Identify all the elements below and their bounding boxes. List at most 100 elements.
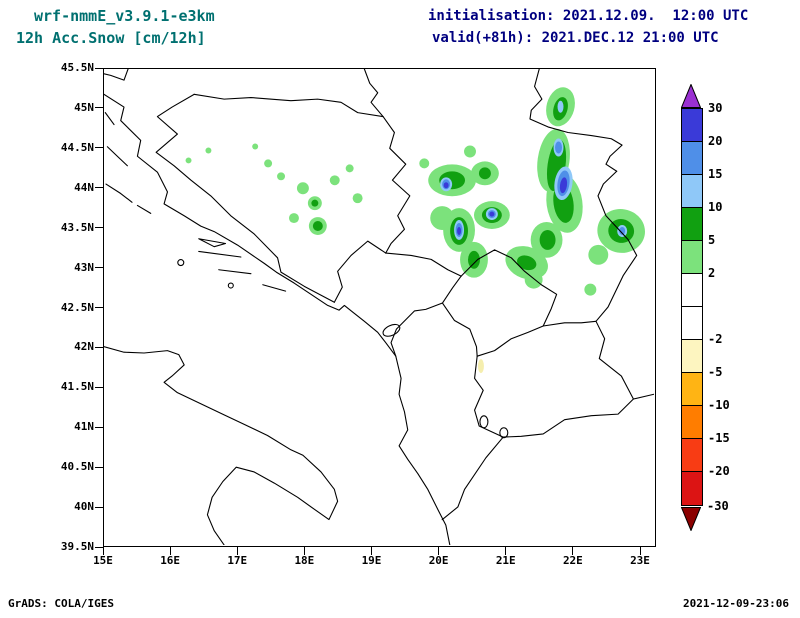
colorbar-cell: -15: [682, 431, 730, 472]
y-tick-mark: [95, 346, 103, 348]
border-line: [595, 320, 634, 400]
x-tick-mark: [236, 547, 238, 555]
colorbar-tick-label: 5: [708, 233, 716, 247]
border-line: [441, 275, 462, 304]
x-tick-label: 15E: [93, 554, 113, 567]
x-tick-mark: [169, 547, 171, 555]
colorbar-cell: -20: [682, 464, 730, 505]
y-tick-label: 43N: [74, 260, 94, 274]
colorbar-cell: 5: [682, 233, 715, 274]
colorbar-tick-label: -30: [707, 499, 729, 513]
border-group: [104, 69, 654, 521]
y-tick-label: 41.5N: [60, 380, 94, 394]
border-line: [441, 436, 504, 521]
x-tick-mark: [371, 547, 372, 555]
border-line: [595, 170, 638, 322]
colorbar-tick-label: 10: [708, 200, 723, 214]
x-tick-mark: [639, 547, 641, 555]
adriatic-coastline: [104, 93, 451, 545]
y-tick-mark: [95, 107, 103, 109]
lake-outline: [479, 415, 489, 429]
init-time-label: initialisation: 2021.12.09. 12:00 UTC: [428, 8, 749, 24]
border-line: [363, 69, 384, 118]
island-outline: [136, 204, 152, 214]
colorbar-arrow-up: [681, 84, 701, 108]
lake-outline: [382, 323, 401, 337]
y-tick-mark: [95, 267, 103, 269]
colorbar-arrow-down: -30: [680, 499, 729, 532]
colorbar-tick-label: -10: [708, 398, 730, 412]
x-tick-mark: [102, 547, 104, 555]
colorbar-tick-label: 30: [708, 101, 723, 115]
y-tick-label: 42N: [74, 340, 94, 354]
island-outline: [106, 146, 128, 167]
colorbar-tick-label: 20: [708, 134, 723, 148]
y-tick-mark: [95, 466, 103, 468]
island-outline: [177, 259, 185, 267]
italy-coastline: [104, 346, 339, 545]
colorbar-cell: 20: [682, 134, 722, 175]
y-tick-label: 42.5N: [60, 300, 94, 314]
lake-outline: [499, 427, 509, 439]
x-tick-label: 18E: [294, 554, 315, 567]
border-line: [390, 302, 444, 357]
border-line: [632, 393, 654, 400]
x-tick-label: 20E: [428, 554, 449, 567]
x-tick-label: 19E: [361, 554, 382, 567]
border-line: [382, 116, 411, 254]
x-tick-label: 16E: [160, 554, 181, 567]
valid-time-label: valid(+81h): 2021.DEC.12 21:00 UTC: [432, 30, 719, 46]
grads-credit: GrADS: COLA/IGES: [8, 597, 114, 610]
colorbar-tick-label: -5: [708, 365, 723, 379]
model-title: wrf-nmmE_v3.9.1-e3km: [34, 7, 215, 25]
product-title: 12h Acc.Snow [cm/12h]: [16, 29, 206, 47]
island-outline: [104, 112, 115, 126]
border-line: [104, 69, 129, 81]
border-line: [385, 252, 462, 277]
y-tick-mark: [95, 147, 103, 149]
x-tick-label: 21E: [495, 554, 516, 567]
y-tick-mark: [95, 426, 103, 428]
colorbar-cell: -5: [682, 365, 722, 406]
border-line: [529, 69, 623, 172]
creation-timestamp: 2021-12-09-23:06: [683, 597, 789, 610]
colorbar-cell: -10: [682, 398, 730, 439]
y-tick-label: 43.5N: [60, 220, 94, 234]
colorbar-cell: 30: [682, 101, 722, 142]
colorbar-tick-label: -2: [708, 332, 723, 346]
y-tick-label: 41N: [74, 420, 94, 434]
shade-neg-2-5: [477, 359, 484, 374]
y-tick-label: 45N: [74, 100, 94, 114]
y-tick-mark: [95, 546, 103, 548]
island-outline: [105, 183, 133, 203]
colorbar-cell: 10: [682, 200, 722, 241]
colorbar-cell: [682, 307, 702, 340]
colorbar-cell: 2: [682, 266, 715, 307]
colorbar-tick-label: -15: [708, 431, 730, 445]
border-line: [193, 93, 384, 118]
island-outline: [227, 282, 234, 289]
y-tick-label: 39.5N: [60, 540, 94, 553]
colorbar-tick-label: -20: [708, 464, 730, 478]
border-line: [155, 93, 335, 303]
x-tick-label: 22E: [562, 554, 583, 567]
x-tick-mark: [303, 547, 305, 555]
x-tick-label: 23E: [630, 554, 650, 567]
colorbar-cell: 15: [682, 167, 722, 208]
lakes-group: [382, 323, 509, 439]
islands-group: [104, 112, 287, 292]
colorbar-cell: -2: [682, 332, 722, 373]
plot-frame: [103, 68, 656, 547]
x-tick-mark: [505, 547, 507, 555]
y-tick-label: 44N: [74, 180, 94, 194]
y-tick-label: 44.5N: [60, 140, 94, 154]
colorbar-tick-label: 2: [708, 266, 716, 280]
coastline-group: [104, 93, 451, 545]
y-tick-label: 45.5N: [60, 61, 94, 74]
colorbar-cells: 30 20 15 10 5 2 -2 -5 -10 -15 -20: [681, 101, 730, 506]
snow-shade-2-5cm: [185, 87, 645, 296]
y-tick-mark: [95, 227, 103, 229]
y-tick-label: 40.5N: [60, 460, 94, 474]
island-outline: [198, 238, 227, 248]
